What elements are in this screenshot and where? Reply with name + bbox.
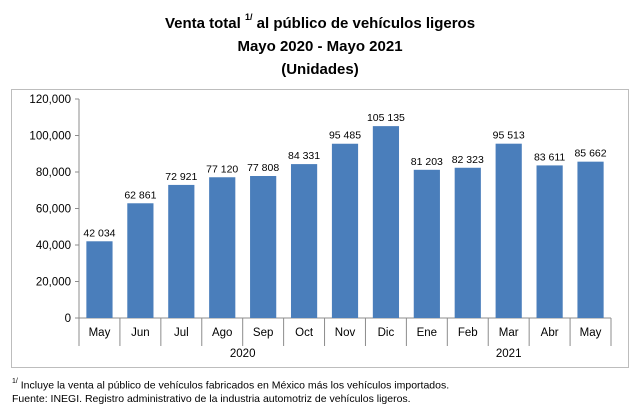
title-text-post: al público de vehículos ligeros [252, 15, 476, 32]
data-label: 77 808 [247, 162, 279, 174]
footnote-marker: 1/ [12, 378, 18, 385]
y-tick-label: 100,000 [29, 131, 71, 143]
chart-subtitle-units: (Unidades) [281, 61, 359, 78]
data-label: 81 203 [411, 156, 443, 168]
data-label: 84 331 [288, 150, 320, 162]
bar [127, 203, 154, 318]
chart-subtitle-period: Mayo 2020 - Mayo 2021 [237, 38, 403, 55]
chart-title-line-1: Venta total 1/ al público de vehículos l… [0, 8, 640, 35]
y-tick-label: 0 [65, 313, 71, 325]
bar [250, 176, 277, 318]
y-tick-label: 40,000 [36, 240, 71, 252]
chart-title: Venta total 1/ al público de vehículos l… [0, 8, 640, 81]
x-tick-label: Oct [295, 327, 314, 339]
x-tick-label: Ago [212, 327, 232, 339]
bar [372, 126, 400, 318]
year-group-label: 2020 [230, 348, 256, 360]
x-tick-label: May [89, 327, 111, 339]
bar [495, 143, 522, 318]
y-tick-label: 60,000 [36, 204, 71, 216]
data-label: 85 662 [574, 148, 606, 160]
title-footnote-marker: 1/ [244, 12, 253, 22]
footnote-source: Fuente: INEGI. Registro administrativo d… [12, 393, 411, 405]
bar [290, 164, 318, 318]
data-label: 95 485 [329, 130, 361, 142]
data-label: 105 135 [367, 112, 405, 124]
data-label: 42 034 [83, 227, 115, 239]
bar [168, 184, 195, 318]
data-label: 82 323 [452, 154, 484, 166]
year-group-label: 2021 [496, 348, 522, 360]
chart-frame [11, 89, 629, 368]
footnote-note-text: Incluye la venta al público de vehículos… [17, 379, 450, 392]
footnote-note: 1/ Incluye la venta al público de vehícu… [12, 376, 449, 393]
y-tick-label: 120,000 [29, 94, 71, 106]
x-tick-label: Sep [253, 327, 273, 339]
x-tick-label: Abr [541, 327, 559, 339]
y-tick-label: 20,000 [36, 277, 71, 289]
bar [331, 143, 359, 318]
x-tick-label: Ene [417, 327, 437, 339]
x-tick-label: Dic [378, 327, 395, 339]
x-tick-label: Feb [458, 327, 478, 339]
data-label: 95 513 [493, 130, 525, 142]
data-label: 77 120 [206, 163, 238, 175]
title-text-pre: Venta total [164, 15, 245, 32]
data-label: 72 921 [165, 171, 197, 183]
x-tick-label: Mar [499, 327, 519, 339]
bar [413, 169, 440, 318]
x-tick-label: Jun [131, 327, 150, 339]
data-label: 83 611 [534, 151, 565, 163]
bar [536, 165, 563, 318]
bar [209, 177, 236, 318]
bar [454, 167, 481, 318]
x-tick-label: May [580, 327, 602, 339]
data-label: 62 861 [124, 189, 156, 201]
bar [86, 241, 113, 318]
y-tick-label: 80,000 [36, 167, 71, 179]
x-tick-label: Nov [335, 327, 356, 339]
x-tick-label: Jul [174, 327, 189, 339]
bar [577, 161, 604, 318]
